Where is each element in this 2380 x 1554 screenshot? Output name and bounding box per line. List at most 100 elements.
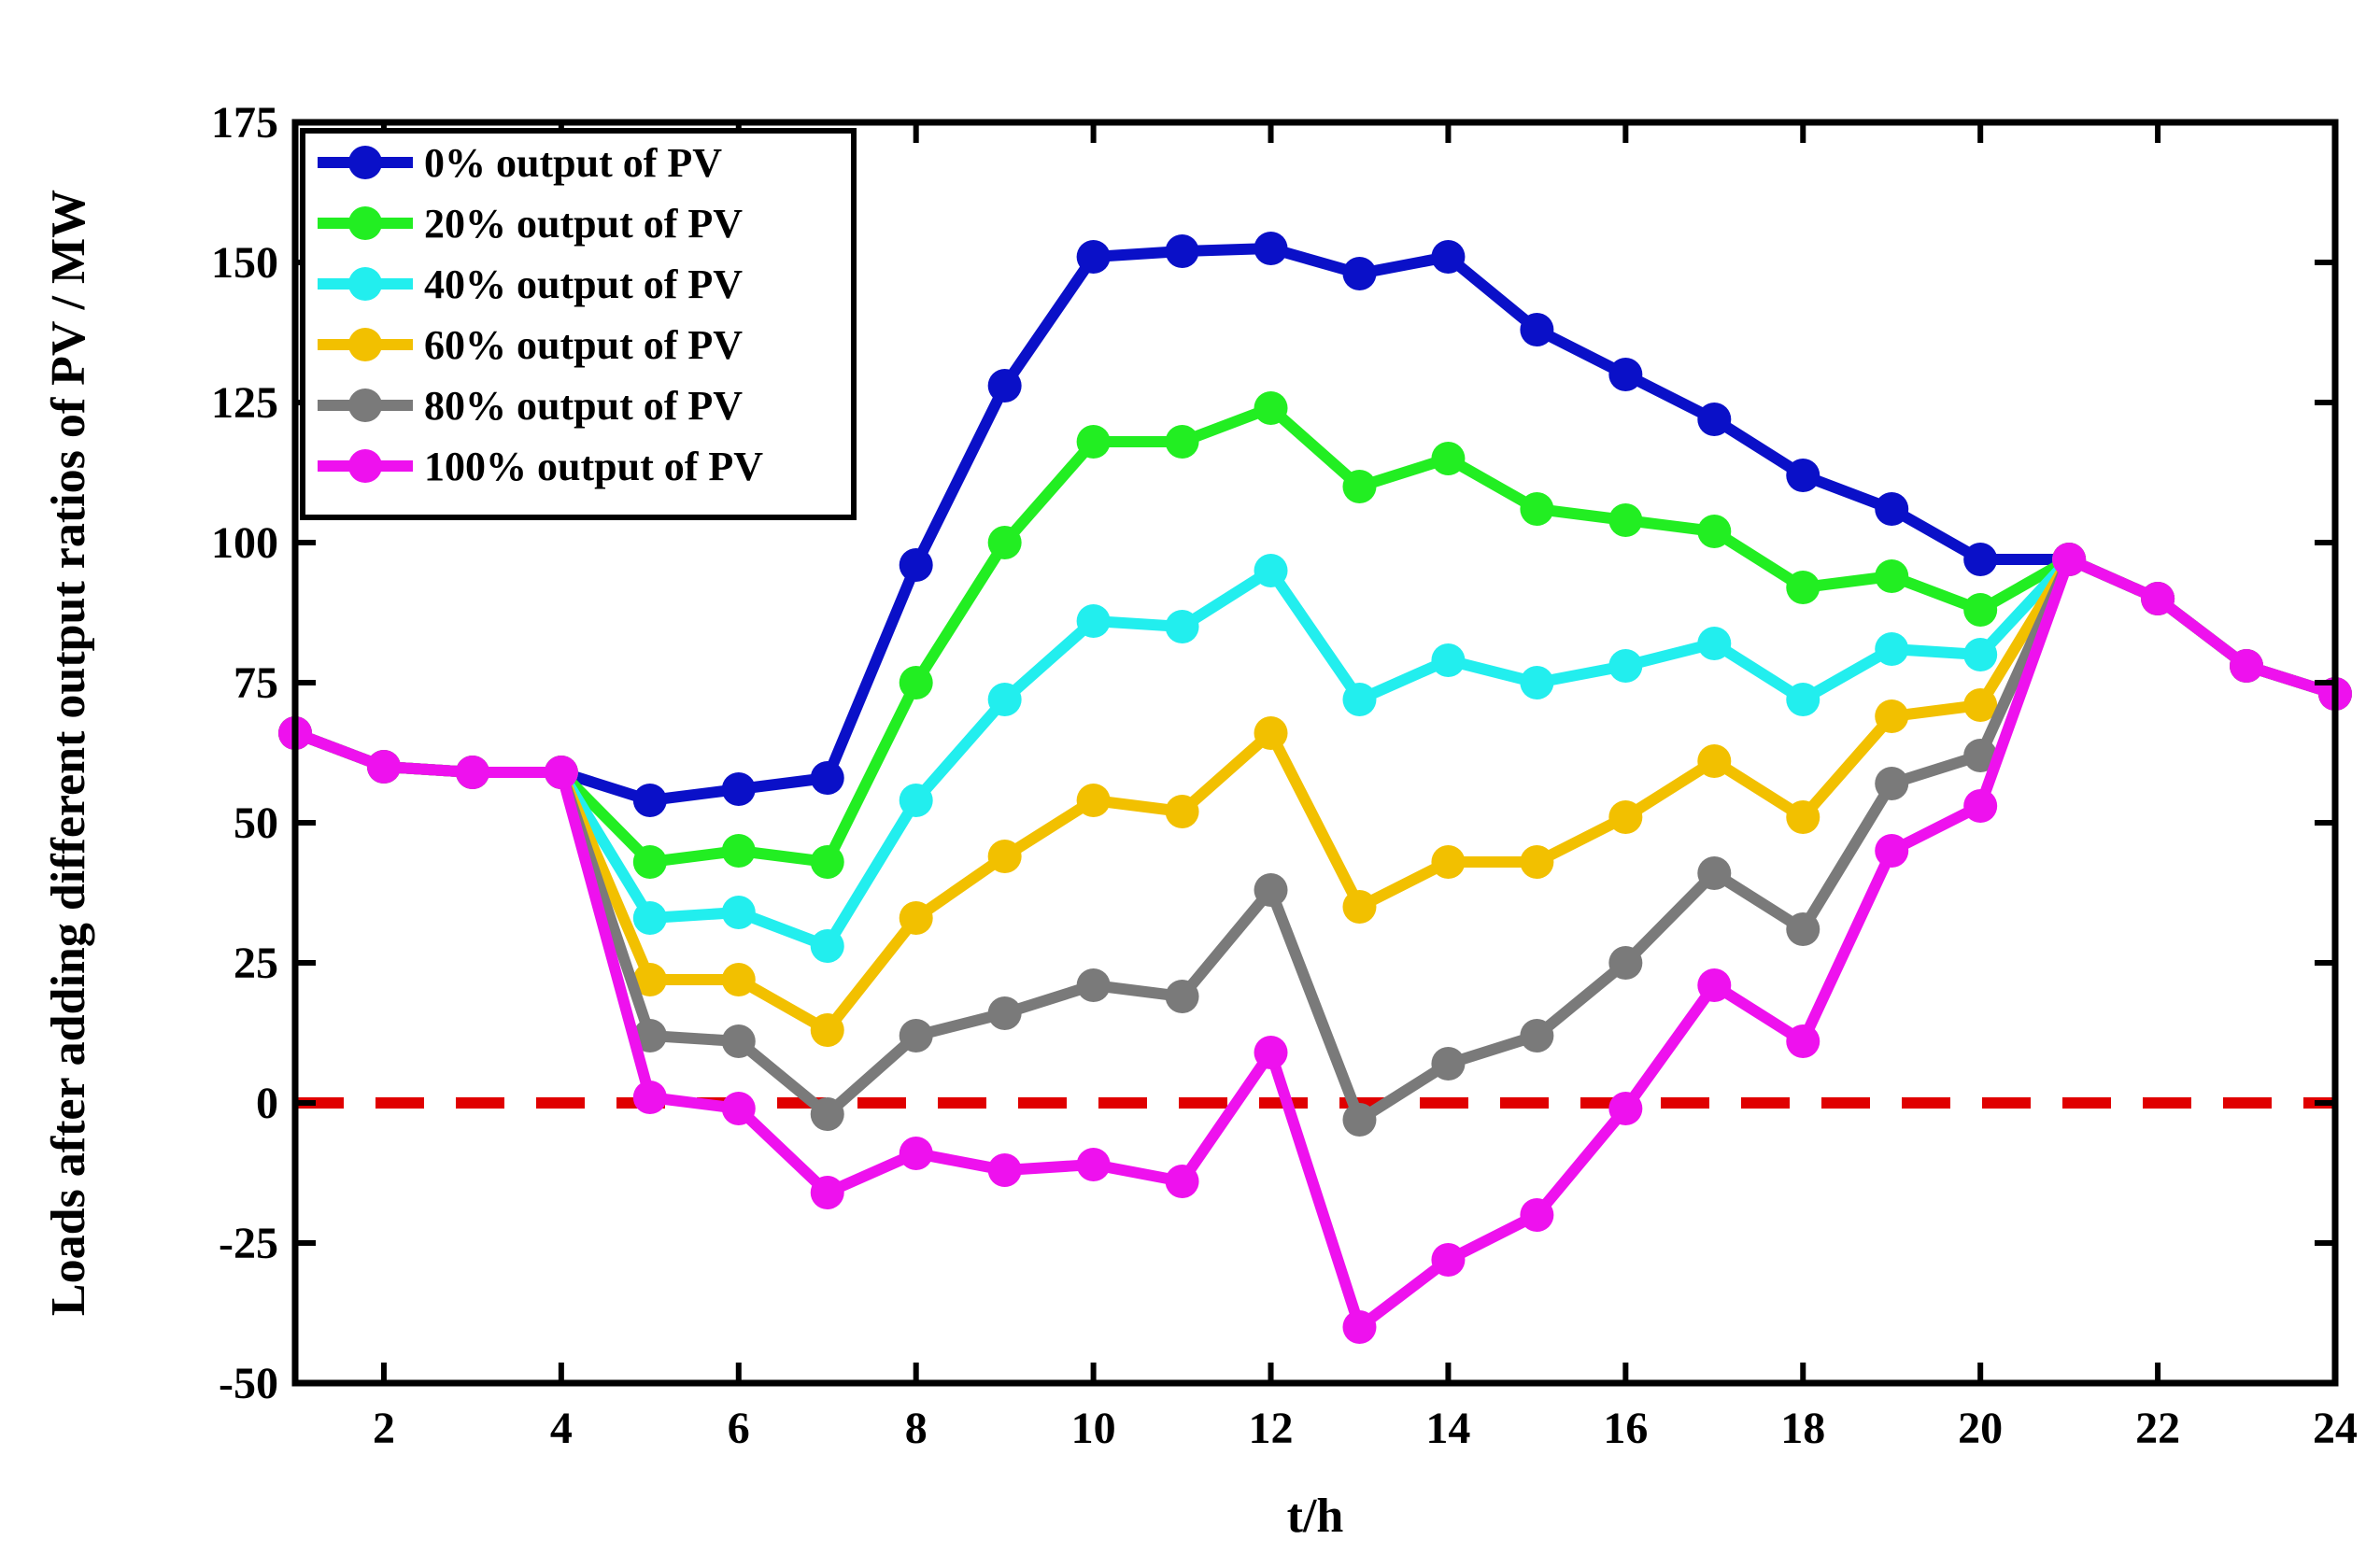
x-tick-label: 6 [728,1404,750,1453]
x-tick-label: 18 [1780,1404,1825,1453]
data-point [1520,313,1554,346]
data-point [1786,683,1820,716]
data-point [899,784,933,817]
data-point [1875,767,1909,800]
data-point [1254,873,1288,907]
data-point [1786,459,1820,492]
legend-swatch-marker [348,449,382,483]
series-line-5 [290,554,2341,1333]
data-point [1608,358,1643,391]
legend-item: 60% output of PV [318,322,743,368]
data-point [1786,800,1820,834]
data-point [721,1092,756,1125]
data-point [1165,1165,1199,1198]
legend-item: 20% output of PV [318,201,743,247]
data-point [2230,649,2264,683]
data-point [632,784,667,817]
data-point [721,963,756,996]
legend-swatch-marker [348,267,382,301]
y-tick-label: 125 [211,378,278,428]
data-point [632,845,667,879]
data-point [1254,391,1288,425]
series-line-3 [290,554,2341,1036]
data-point [1697,744,1732,778]
series-layer [278,232,2352,1344]
data-point [1165,610,1199,643]
data-point [1875,492,1909,526]
data-point [1697,856,1732,890]
data-point [899,666,933,699]
data-point [1963,688,1998,722]
legend-swatch-marker [348,206,382,240]
x-tick-label: 14 [1425,1404,1470,1453]
data-point [899,548,933,582]
data-point [1431,1047,1466,1081]
series-line-1 [290,403,2341,868]
x-tick-label: 2 [373,1404,395,1453]
data-point [1342,1310,1377,1344]
data-point [1608,1092,1643,1125]
y-tick-label: -25 [219,1219,278,1268]
data-point [1431,240,1466,274]
data-point [1076,784,1111,817]
axes-layer: 2 4 6 8 10 12 14 16 18 20 22 24-50-2502550751001251… [211,98,2358,1453]
legend-item: 40% output of PV [318,261,743,307]
legend-swatch-marker [348,146,382,179]
data-point [810,1013,844,1047]
data-point [1786,1024,1820,1058]
data-point [810,845,844,879]
data-point [1342,257,1377,290]
data-point [1342,470,1377,503]
data-point [721,772,756,806]
data-point [1076,604,1111,638]
legend-label: 80% output of PV [424,383,743,429]
data-point [721,1024,756,1058]
data-point [1786,571,1820,604]
y-axis-title: Loads after adding different output rati… [42,190,95,1316]
data-point [1431,845,1466,879]
data-point [1431,442,1466,475]
x-axis-title: t/h [1287,1490,1344,1543]
data-point [1697,968,1732,1002]
data-point [1875,834,1909,868]
data-point [632,1019,667,1052]
data-point [1342,890,1377,924]
data-point [1786,912,1820,946]
data-point [1165,795,1199,828]
data-point [1697,627,1732,660]
data-point [1165,234,1199,268]
legend-label: 40% output of PV [424,261,743,307]
data-point [1076,425,1111,459]
data-point [1520,1019,1554,1052]
data-point [987,996,1022,1030]
data-point [899,1019,933,1052]
data-point [1520,666,1554,699]
data-point [1520,492,1554,526]
legend-label: 60% output of PV [424,322,743,368]
y-tick-label: 50 [234,798,278,848]
data-point [1254,554,1288,587]
data-point [1875,632,1909,666]
data-point [1608,503,1643,537]
data-point [810,1097,844,1131]
data-point [1697,515,1732,548]
legend: 0% output of PV 20% output of PV 40% outpu… [300,128,857,520]
data-point [810,761,844,795]
data-point [1342,1103,1377,1137]
data-point [1875,559,1909,593]
x-tick-label: 8 [905,1404,928,1453]
data-point [987,369,1022,403]
x-tick-label: 10 [1071,1404,1116,1453]
y-tick-label: 175 [211,98,278,148]
data-point [1963,543,1998,576]
data-point [1254,1036,1288,1069]
legend-label: 20% output of PV [424,201,743,247]
y-tick-label: 25 [234,939,278,988]
legend-swatch-marker [348,388,382,422]
data-point [721,896,756,929]
series-line-2 [290,554,2341,952]
data-point [1608,946,1643,980]
x-tick-label: 20 [1958,1404,2003,1453]
x-tick-label: 4 [550,1404,573,1453]
